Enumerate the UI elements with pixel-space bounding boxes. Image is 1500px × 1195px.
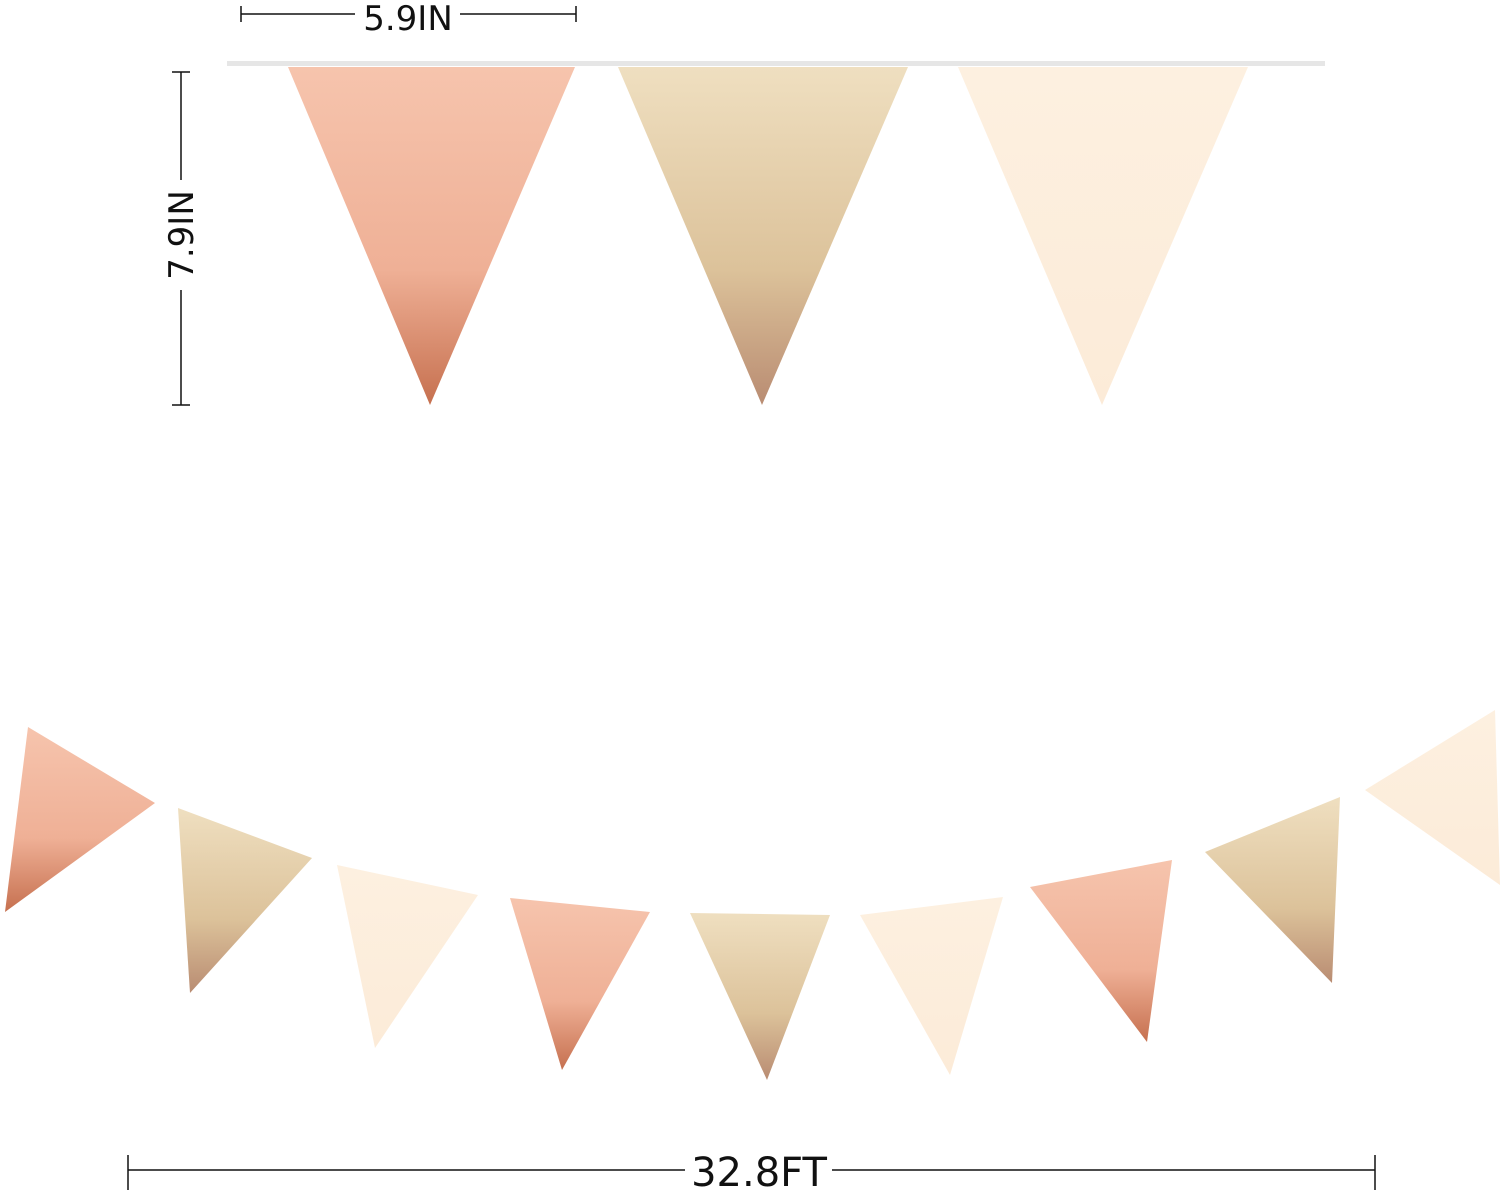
flag-cream — [958, 67, 1248, 405]
flag-cream — [860, 897, 1003, 1075]
width-label: 5.9IN — [363, 0, 453, 39]
width-dimension: 5.9IN — [240, 0, 577, 39]
flag-cream — [337, 865, 478, 1048]
flag-rose-gold — [5, 727, 155, 912]
height-label: 7.9IN — [162, 190, 202, 280]
flag-cream — [1365, 710, 1500, 885]
flag-gold — [618, 67, 908, 405]
flag-rose-gold — [510, 898, 650, 1070]
flag-rose-gold — [1030, 860, 1172, 1042]
flag-gold — [1205, 797, 1340, 983]
length-dimension: 32.8FT — [127, 1150, 1376, 1195]
length-label: 32.8FT — [691, 1150, 827, 1195]
bottom-garland — [5, 710, 1500, 1080]
flag-rose-gold — [288, 67, 575, 405]
height-dimension: 7.9IN — [162, 71, 202, 406]
flag-gold — [690, 913, 830, 1080]
flag-gold — [178, 808, 312, 993]
top-string — [227, 61, 1325, 66]
